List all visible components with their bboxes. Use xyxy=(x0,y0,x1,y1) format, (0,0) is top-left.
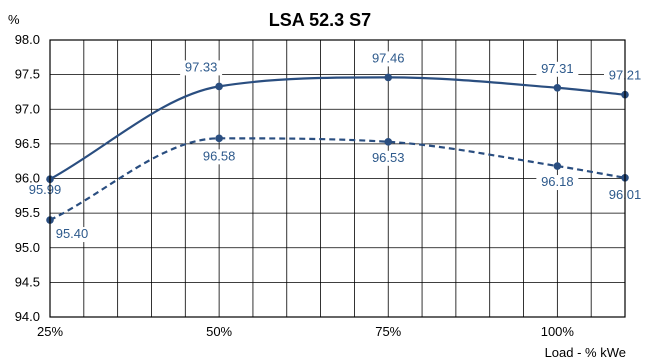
y-tick-label: 97.5 xyxy=(15,67,40,82)
data-label-background xyxy=(198,149,241,165)
data-label-background xyxy=(180,60,223,76)
series-lines xyxy=(49,76,626,222)
data-point xyxy=(215,134,223,143)
chart-title: LSA 52.3 S7 xyxy=(269,10,371,30)
data-label: 96.18 xyxy=(541,174,574,189)
data-label-background xyxy=(24,183,66,199)
y-tick-label: 94.0 xyxy=(15,309,40,324)
x-tick-label: 100% xyxy=(541,324,575,339)
data-point xyxy=(384,137,393,146)
data-label: 96.58 xyxy=(203,148,236,163)
data-label: 95.99 xyxy=(29,182,62,197)
data-label: 96.53 xyxy=(372,150,405,165)
data-label: 95.40 xyxy=(56,226,89,241)
y-tick-labels: 94.0 94.5 95.0 95.5 96.0 96.5 97.0 97.5 98.0 xyxy=(15,32,40,324)
y-tick-label: 95.0 xyxy=(15,240,40,255)
series-points xyxy=(46,73,629,224)
x-tick-label: 25% xyxy=(37,324,63,339)
y-tick-label: 98.0 xyxy=(15,32,40,47)
y-axis-unit: % xyxy=(8,12,20,27)
y-tick-label: 97.0 xyxy=(15,101,40,116)
data-label: 97.31 xyxy=(541,61,574,76)
y-tick-label: 96.5 xyxy=(15,136,40,151)
data-point xyxy=(553,83,562,92)
data-label-background xyxy=(367,51,410,67)
x-axis-label: Load - % kWe xyxy=(545,345,626,360)
data-point xyxy=(215,82,223,91)
x-tick-label: 75% xyxy=(375,324,401,339)
data-point xyxy=(384,73,393,82)
data-label-background xyxy=(536,175,579,191)
data-label-background xyxy=(536,61,579,77)
data-point xyxy=(553,162,562,170)
data-label-background xyxy=(51,227,93,243)
y-tick-label: 95.5 xyxy=(15,205,40,220)
data-label: 97.46 xyxy=(372,50,405,65)
x-tick-label: 50% xyxy=(206,324,232,339)
plot-border xyxy=(49,39,626,318)
y-tick-label: 96.0 xyxy=(15,171,40,186)
data-label: 97.33 xyxy=(185,59,218,74)
data-label-background xyxy=(367,150,410,166)
x-tick-labels: 25% 50% 75% 100% xyxy=(37,324,574,339)
y-tick-label: 94.5 xyxy=(15,274,40,289)
